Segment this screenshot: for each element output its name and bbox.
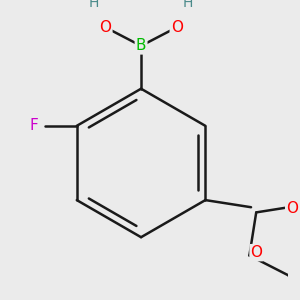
Text: H: H (183, 0, 194, 10)
Text: H: H (89, 0, 99, 10)
Text: O: O (250, 245, 262, 260)
Text: O: O (99, 20, 111, 35)
Text: F: F (30, 118, 38, 133)
Text: B: B (136, 38, 146, 53)
Text: O: O (171, 20, 183, 35)
Text: O: O (286, 201, 298, 216)
